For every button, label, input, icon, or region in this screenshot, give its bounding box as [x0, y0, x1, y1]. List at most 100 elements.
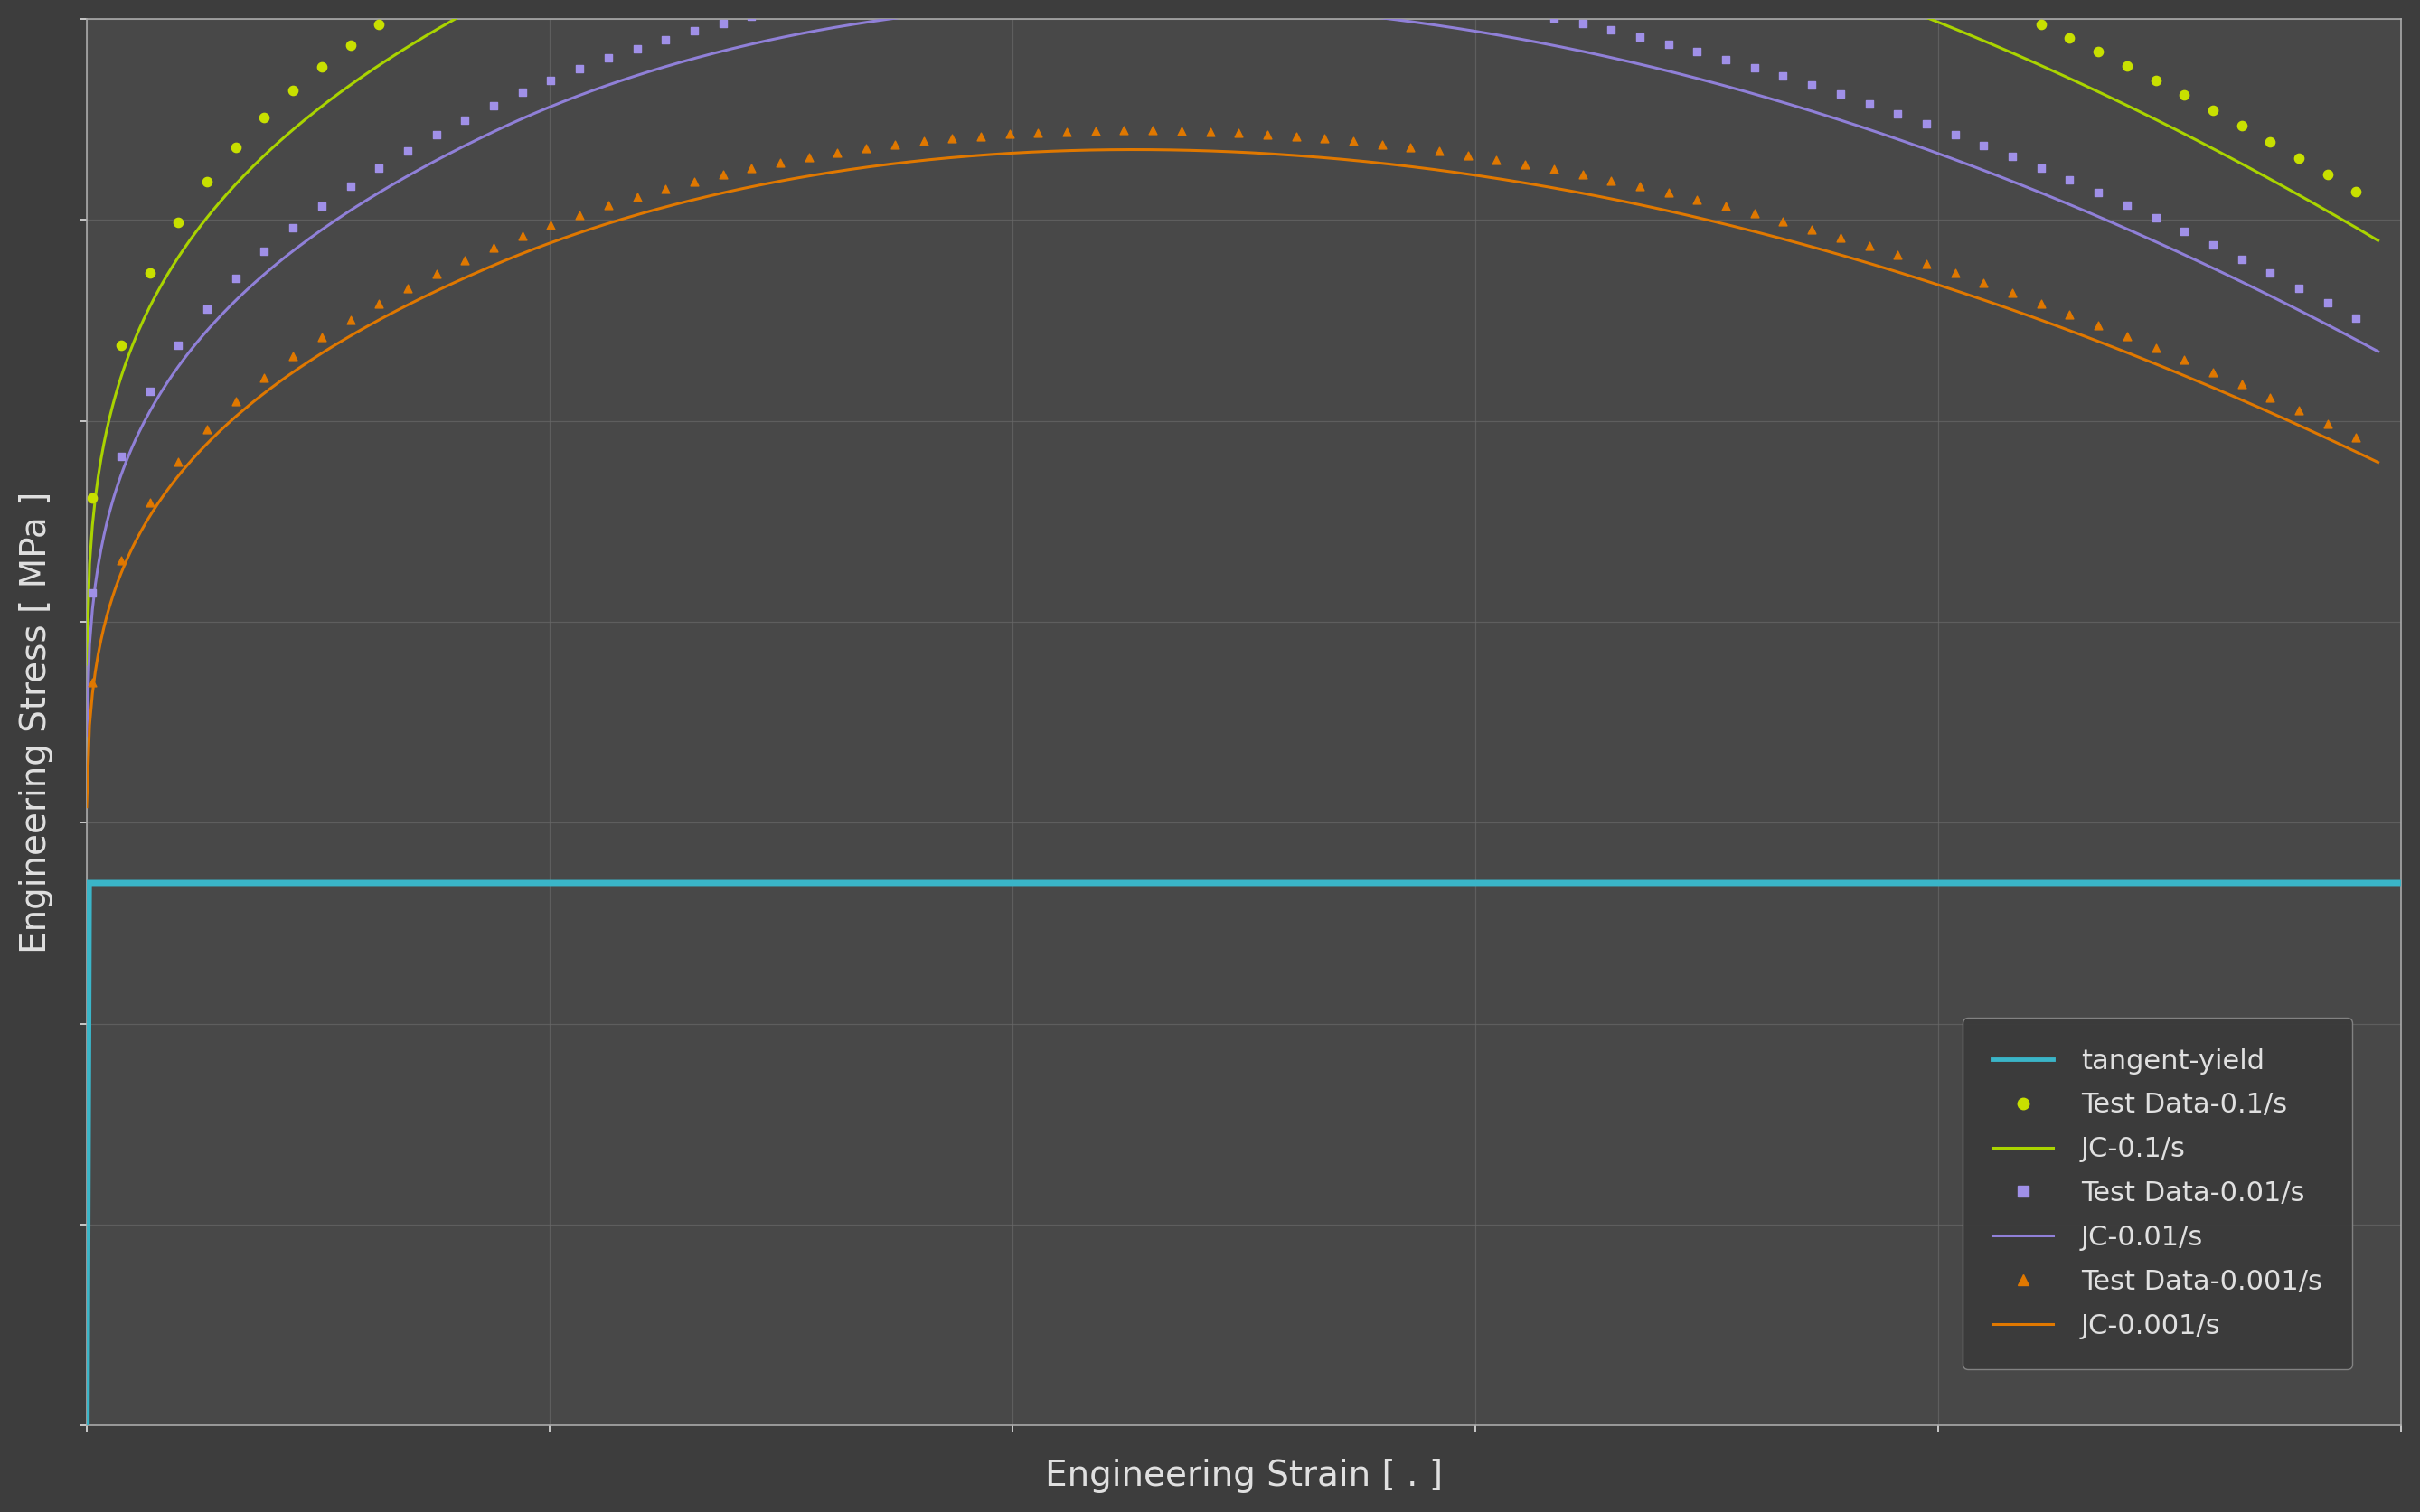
- Point: [704, 162, 743, 186]
- Point: [1563, 12, 1602, 36]
- Point: [2222, 113, 2260, 138]
- Point: [2251, 386, 2289, 410]
- Point: [416, 122, 455, 147]
- Point: [1104, 118, 1142, 142]
- Point: [131, 380, 169, 404]
- Point: [588, 194, 627, 218]
- tangent-yield: [75, 874, 104, 892]
- Point: [302, 54, 341, 79]
- Point: [1278, 124, 1316, 148]
- Point: [2338, 425, 2376, 449]
- Point: [189, 296, 227, 321]
- Point: [1735, 56, 1774, 80]
- Point: [1849, 91, 1888, 115]
- Point: [2079, 313, 2118, 337]
- Point: [1392, 136, 1430, 160]
- Point: [474, 236, 513, 260]
- Point: [1822, 82, 1861, 106]
- Point: [2108, 194, 2147, 218]
- Point: [416, 262, 455, 286]
- Point: [1421, 139, 1459, 163]
- Point: [2166, 83, 2205, 107]
- Point: [244, 239, 283, 263]
- Point: [1505, 0, 1544, 24]
- Point: [2280, 147, 2318, 171]
- Point: [733, 156, 772, 180]
- Point: [1849, 234, 1888, 259]
- Point: [2251, 130, 2289, 154]
- Point: [559, 56, 598, 80]
- Point: [1450, 144, 1488, 168]
- Point: [445, 107, 484, 132]
- Point: [1907, 112, 1946, 136]
- Point: [532, 68, 571, 92]
- Point: [1362, 0, 1401, 2]
- Point: [1621, 174, 1660, 198]
- Point: [2166, 219, 2205, 243]
- Point: [160, 449, 198, 473]
- Point: [2309, 411, 2347, 435]
- Point: [445, 248, 484, 272]
- Point: [387, 277, 426, 301]
- Point: [189, 417, 227, 442]
- Point: [2222, 246, 2260, 271]
- Point: [2079, 180, 2118, 204]
- Point: [332, 33, 370, 57]
- Point: [73, 671, 111, 696]
- Point: [2309, 163, 2347, 187]
- Point: [361, 12, 399, 36]
- Point: [1878, 242, 1917, 266]
- Point: [2021, 292, 2059, 316]
- Point: [1476, 0, 1515, 20]
- Point: [1994, 0, 2033, 24]
- Point: [1621, 24, 1660, 48]
- Point: [2166, 348, 2205, 372]
- Point: [2137, 206, 2176, 230]
- Point: [2338, 305, 2376, 330]
- Point: [1249, 122, 1287, 147]
- Point: [760, 150, 799, 174]
- Point: [847, 136, 886, 160]
- Point: [1534, 6, 1573, 30]
- Point: [733, 5, 772, 29]
- Point: [1392, 0, 1430, 6]
- Point: [387, 0, 426, 18]
- X-axis label: Engineering Strain [ . ]: Engineering Strain [ . ]: [1045, 1459, 1442, 1494]
- Point: [1421, 0, 1459, 9]
- Point: [1677, 39, 1716, 64]
- Point: [1936, 122, 1975, 147]
- Point: [387, 139, 426, 163]
- Point: [1505, 153, 1544, 177]
- Point: [2137, 336, 2176, 360]
- Point: [588, 45, 627, 70]
- Point: [1362, 132, 1401, 156]
- Point: [1077, 119, 1116, 144]
- Point: [73, 581, 111, 605]
- Point: [1191, 119, 1229, 144]
- tangent-yield: [75, 874, 104, 892]
- Line: tangent-yield: tangent-yield: [87, 883, 2401, 1426]
- Point: [73, 485, 111, 510]
- Point: [1048, 119, 1087, 144]
- Point: [102, 549, 140, 573]
- Point: [215, 135, 254, 159]
- Point: [1994, 145, 2033, 169]
- Point: [1764, 209, 1803, 233]
- Point: [1476, 148, 1515, 172]
- Point: [1965, 271, 2004, 295]
- Point: [617, 184, 656, 209]
- Point: [273, 215, 312, 239]
- Point: [559, 203, 598, 227]
- Point: [474, 94, 513, 118]
- Point: [302, 194, 341, 218]
- Point: [102, 333, 140, 357]
- tangent-yield: [73, 1417, 102, 1435]
- Point: [2021, 156, 2059, 180]
- Point: [1019, 121, 1058, 145]
- Point: [244, 106, 283, 130]
- Point: [1822, 225, 1861, 249]
- Point: [932, 127, 970, 151]
- Point: [1793, 73, 1832, 97]
- Point: [1534, 157, 1573, 181]
- Point: [2251, 262, 2289, 286]
